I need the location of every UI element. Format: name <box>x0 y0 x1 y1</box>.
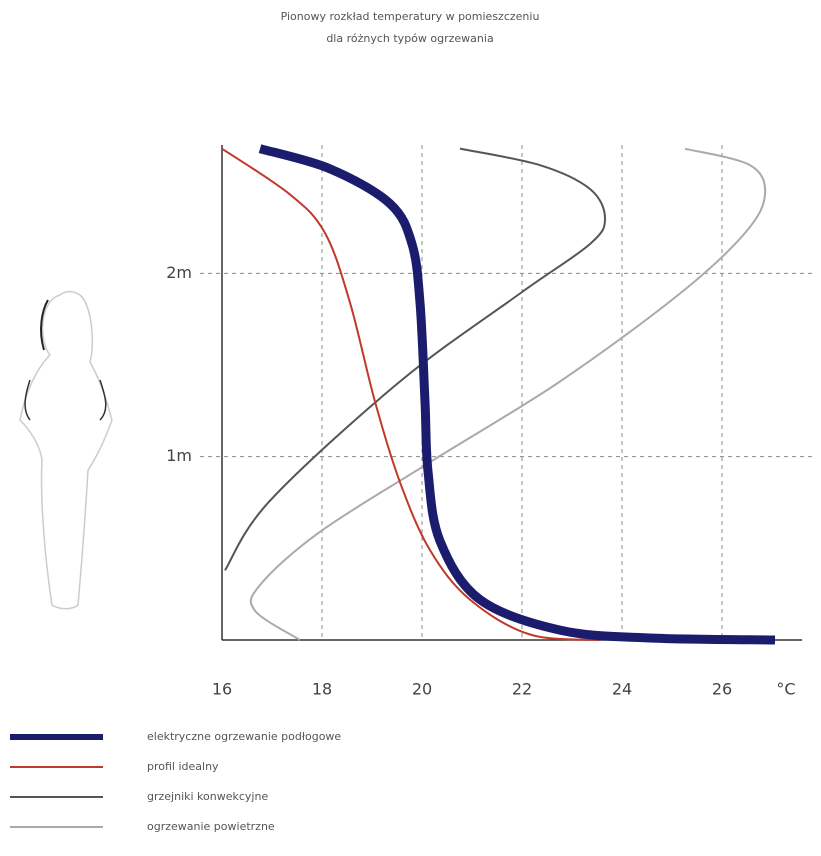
x-tick-label: 24 <box>612 680 632 699</box>
series-line <box>260 149 775 640</box>
legend-label: elektryczne ogrzewanie podłogowe <box>147 730 341 743</box>
silhouette <box>20 292 112 609</box>
x-tick-label: 22 <box>512 680 532 699</box>
chart-title: Pionowy rozkład temperatury w pomieszcze… <box>281 10 540 23</box>
x-tick-label: 18 <box>312 680 332 699</box>
series-line <box>251 149 765 640</box>
legend-label: grzejniki konwekcyjne <box>147 790 268 803</box>
y-tick-label: 1m <box>166 446 192 465</box>
chart-subtitle: dla różnych typów ogrzewania <box>326 32 493 45</box>
series-line <box>225 149 605 571</box>
x-tick-label: 16 <box>212 680 232 699</box>
x-tick-label: 26 <box>712 680 732 699</box>
legend-label: profil idealny <box>147 760 219 773</box>
legend-label: ogrzewanie powietrzne <box>147 820 275 833</box>
x-axis-label: °C <box>776 680 795 699</box>
x-tick-label: 20 <box>412 680 432 699</box>
chart: Pionowy rozkład temperatury w pomieszcze… <box>0 0 821 856</box>
y-tick-label: 2m <box>166 263 192 282</box>
